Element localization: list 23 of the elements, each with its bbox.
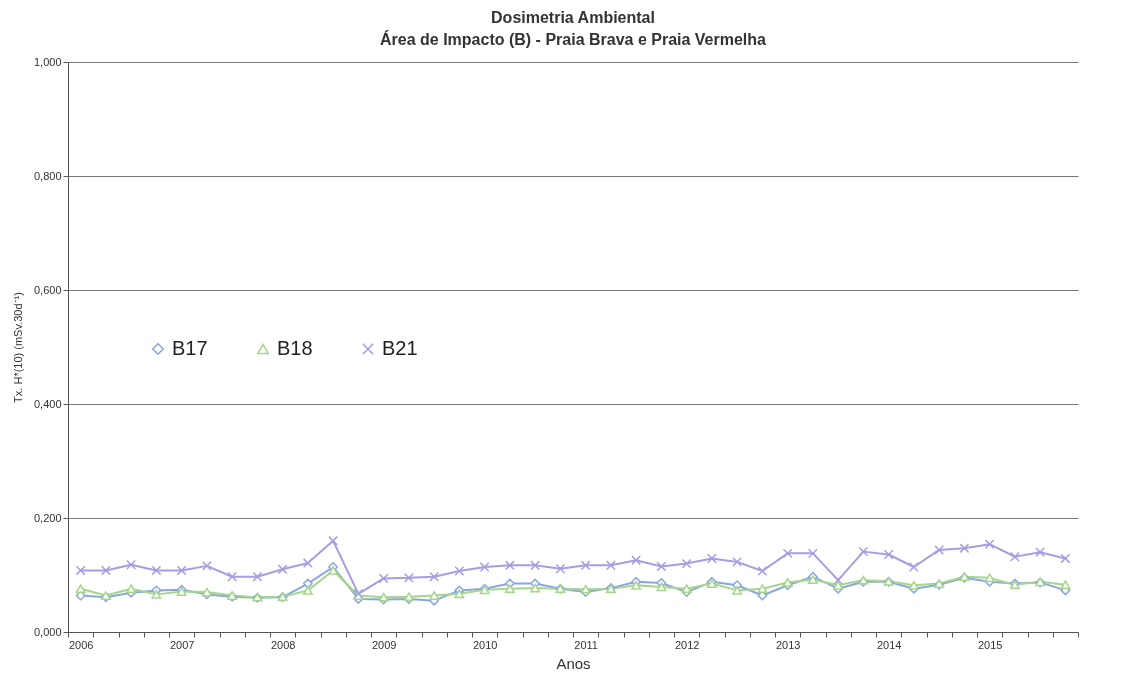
x-tick-label: 2006 bbox=[68, 638, 94, 651]
y-tick-label: 0,800 bbox=[33, 169, 62, 182]
legend-label: B21 bbox=[382, 337, 418, 359]
x-tick-label: 2009 bbox=[371, 638, 397, 651]
chart-subtitle: Área de Impacto (B) - Praia Brava e Praia Vermelha bbox=[380, 30, 767, 48]
y-axis-title: Tx. H*(10) (mSv.30d⁻¹) bbox=[11, 292, 24, 403]
legend-label: B18 bbox=[277, 337, 313, 359]
x-tick-label: 2015 bbox=[977, 638, 1003, 651]
x-tick-label: 2011 bbox=[574, 638, 598, 651]
y-tick-label: 0,600 bbox=[33, 283, 62, 296]
y-tick-label: 0,400 bbox=[33, 397, 62, 410]
x-tick-label: 2008 bbox=[270, 638, 296, 651]
y-tick-label: 1,000 bbox=[33, 55, 62, 68]
x-tick-label: 2014 bbox=[876, 638, 902, 651]
x-tick-label: 2012 bbox=[674, 638, 700, 651]
legend-label: B17 bbox=[172, 337, 208, 359]
y-tick-label: 0,000 bbox=[33, 625, 62, 638]
x-tick-label: 2007 bbox=[169, 638, 195, 651]
x-axis-title: Anos bbox=[556, 654, 591, 672]
y-tick-label: 0,200 bbox=[33, 511, 62, 524]
x-tick-label: 2013 bbox=[775, 638, 801, 651]
chart-title: Dosimetria Ambiental bbox=[491, 9, 655, 26]
x-tick-label: 2010 bbox=[472, 638, 498, 651]
